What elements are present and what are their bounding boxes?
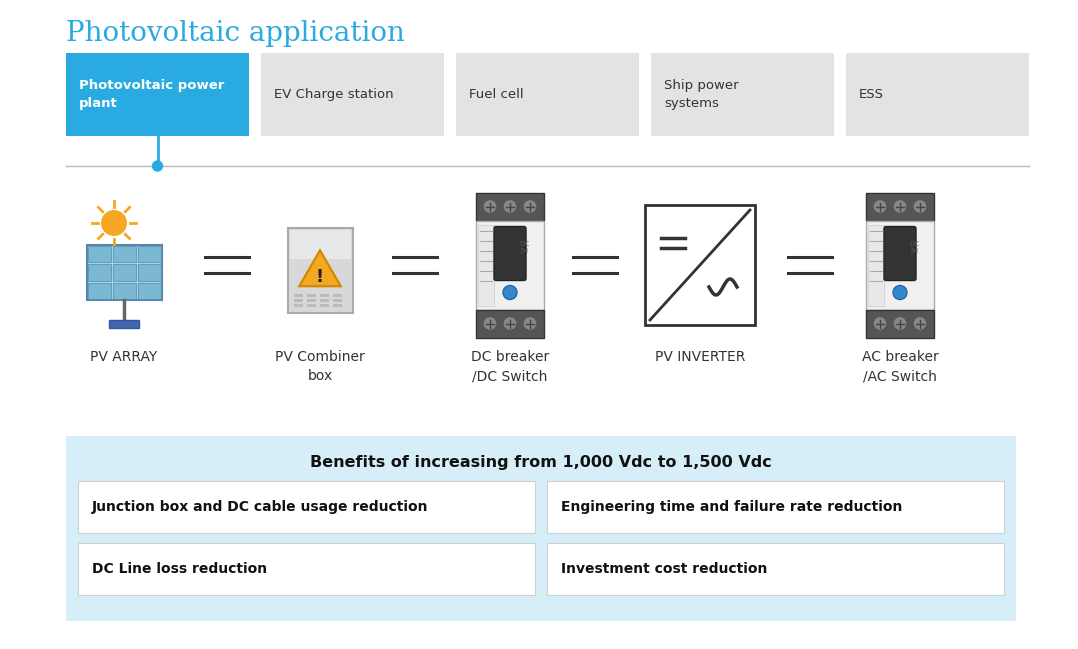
Text: DC
JM: DC JM bbox=[519, 241, 529, 254]
Text: Ship power
systems: Ship power systems bbox=[664, 79, 738, 110]
Bar bbox=[138, 246, 161, 262]
Bar bbox=[109, 320, 139, 328]
Circle shape bbox=[483, 317, 497, 330]
Text: DC Line loss reduction: DC Line loss reduction bbox=[92, 562, 267, 576]
Circle shape bbox=[503, 317, 517, 330]
Circle shape bbox=[503, 286, 517, 299]
Polygon shape bbox=[299, 251, 341, 286]
Circle shape bbox=[152, 161, 163, 171]
Text: DC breaker
/DC Switch: DC breaker /DC Switch bbox=[471, 350, 549, 384]
Bar bbox=[476, 193, 544, 221]
Bar bbox=[651, 53, 834, 136]
Bar bbox=[476, 221, 544, 310]
Bar bbox=[138, 283, 161, 299]
Bar bbox=[87, 264, 111, 280]
Bar bbox=[290, 230, 350, 259]
Bar bbox=[87, 246, 111, 262]
Bar bbox=[112, 246, 136, 262]
Bar bbox=[319, 299, 329, 302]
Text: !: ! bbox=[316, 268, 324, 286]
Bar bbox=[456, 53, 639, 136]
Bar bbox=[138, 264, 161, 280]
Bar bbox=[87, 283, 111, 299]
Bar bbox=[866, 193, 934, 221]
Bar bbox=[547, 481, 1004, 533]
Text: Benefits of increasing from 1,000 Vdc to 1,500 Vdc: Benefits of increasing from 1,000 Vdc to… bbox=[310, 454, 772, 469]
Bar bbox=[332, 304, 342, 307]
Circle shape bbox=[893, 286, 907, 299]
Bar bbox=[86, 245, 162, 300]
Bar bbox=[293, 304, 303, 307]
Text: Photovoltaic power
plant: Photovoltaic power plant bbox=[79, 79, 224, 110]
Circle shape bbox=[523, 317, 537, 330]
Text: PV INVERTER: PV INVERTER bbox=[654, 350, 745, 364]
Bar bbox=[293, 299, 303, 302]
Bar bbox=[319, 304, 329, 307]
Text: Junction box and DC cable usage reduction: Junction box and DC cable usage reductio… bbox=[92, 500, 428, 514]
Circle shape bbox=[893, 317, 907, 330]
Bar bbox=[478, 225, 494, 306]
Bar bbox=[866, 221, 934, 310]
Bar bbox=[306, 299, 316, 302]
Bar bbox=[476, 310, 544, 337]
Circle shape bbox=[913, 317, 927, 330]
Circle shape bbox=[483, 199, 497, 214]
Bar bbox=[112, 264, 136, 280]
FancyBboxPatch shape bbox=[494, 227, 526, 280]
Bar bbox=[306, 304, 316, 307]
Circle shape bbox=[873, 317, 887, 330]
Text: EV Charge station: EV Charge station bbox=[274, 88, 393, 101]
Bar bbox=[645, 205, 755, 325]
Text: DC
JM: DC JM bbox=[909, 241, 920, 254]
Circle shape bbox=[913, 199, 927, 214]
Circle shape bbox=[893, 199, 907, 214]
Bar bbox=[112, 283, 136, 299]
Bar bbox=[293, 294, 303, 297]
Bar bbox=[547, 543, 1004, 595]
Circle shape bbox=[503, 199, 517, 214]
Text: Investment cost reduction: Investment cost reduction bbox=[561, 562, 768, 576]
Circle shape bbox=[523, 199, 537, 214]
Text: AC breaker
/AC Switch: AC breaker /AC Switch bbox=[861, 350, 938, 384]
FancyBboxPatch shape bbox=[884, 227, 916, 280]
Bar bbox=[866, 310, 934, 337]
Text: Engineering time and failure rate reduction: Engineering time and failure rate reduct… bbox=[561, 500, 902, 514]
Bar bbox=[288, 228, 353, 313]
Circle shape bbox=[873, 199, 887, 214]
Bar bbox=[868, 225, 884, 306]
Circle shape bbox=[101, 210, 127, 236]
Bar bbox=[78, 543, 535, 595]
Bar bbox=[261, 53, 444, 136]
Text: ESS: ESS bbox=[859, 88, 884, 101]
Bar bbox=[332, 294, 342, 297]
Bar bbox=[66, 436, 1015, 621]
Text: PV Combiner
box: PV Combiner box bbox=[275, 350, 364, 384]
Text: Fuel cell: Fuel cell bbox=[469, 88, 524, 101]
Bar bbox=[78, 481, 535, 533]
Text: Photovoltaic application: Photovoltaic application bbox=[66, 20, 405, 47]
Bar bbox=[66, 53, 249, 136]
Bar bbox=[846, 53, 1029, 136]
Bar bbox=[332, 299, 342, 302]
Text: PV ARRAY: PV ARRAY bbox=[91, 350, 157, 364]
Bar bbox=[306, 294, 316, 297]
Bar bbox=[319, 294, 329, 297]
